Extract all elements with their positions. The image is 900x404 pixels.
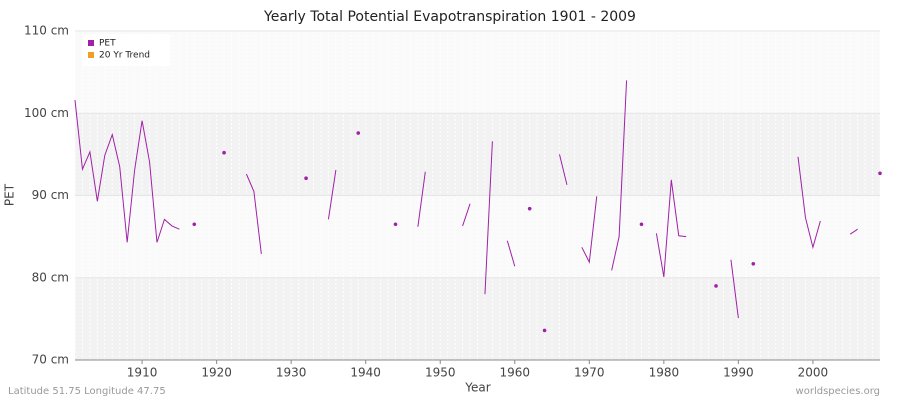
data-line [462, 203, 471, 227]
data-point [304, 176, 308, 181]
data-point [393, 222, 398, 227]
y-axis-label: PET [3, 183, 17, 206]
footer-left: Latitude 51.75 Longitude 47.75 [8, 386, 166, 397]
legend-label: 20 Yr Trend [99, 51, 150, 61]
data-line [655, 179, 687, 278]
x-tick-label: 1930 [276, 366, 307, 380]
x-tick-label: 1940 [350, 366, 381, 380]
y-tick-label: 80 cm [32, 270, 69, 284]
data-line [327, 169, 337, 220]
data-line [730, 259, 739, 319]
legend-swatch [88, 40, 94, 46]
legend-label: PET [99, 39, 116, 49]
data-line [74, 100, 180, 243]
data-point [542, 328, 547, 333]
legend-box [82, 34, 170, 66]
x-tick-label: 1950 [425, 366, 456, 380]
data-point [527, 206, 532, 211]
legend: PET 20 Yr Trend [82, 34, 170, 66]
x-tick-label: 1970 [574, 366, 605, 380]
footer-right: worldspecies.org [796, 386, 880, 397]
data-point [222, 150, 226, 155]
y-tick-label: 110 cm [24, 24, 69, 38]
y-tick-label: 70 cm [32, 353, 69, 367]
plot-band [75, 113, 880, 196]
data-point [714, 284, 718, 288]
x-tick-label: 1910 [127, 366, 158, 380]
data-line [484, 141, 493, 295]
data-line [245, 173, 262, 254]
legend-swatch [88, 52, 94, 58]
y-tick-label: 90 cm [32, 188, 69, 202]
data-line [559, 154, 568, 185]
y-tick-label: 100 cm [24, 106, 69, 120]
x-tick-label: 2000 [798, 366, 829, 380]
data-point [192, 222, 197, 227]
data-line [797, 156, 821, 250]
chart-title: Yearly Total Potential Evapotranspiratio… [263, 9, 636, 25]
data-line [581, 196, 598, 264]
data-line [849, 228, 858, 235]
data-line [417, 171, 426, 227]
data-point [878, 171, 882, 176]
data-line [506, 240, 516, 267]
x-tick-label: 1980 [649, 366, 680, 380]
data-point [751, 261, 756, 266]
x-tick-label: 1920 [201, 366, 232, 380]
data-point [639, 222, 644, 227]
x-tick-label: 1960 [499, 366, 530, 380]
x-tick-label: 1990 [723, 366, 754, 380]
data-point [356, 131, 361, 135]
data-line [611, 80, 628, 271]
x-axis-label: Year [464, 381, 490, 395]
